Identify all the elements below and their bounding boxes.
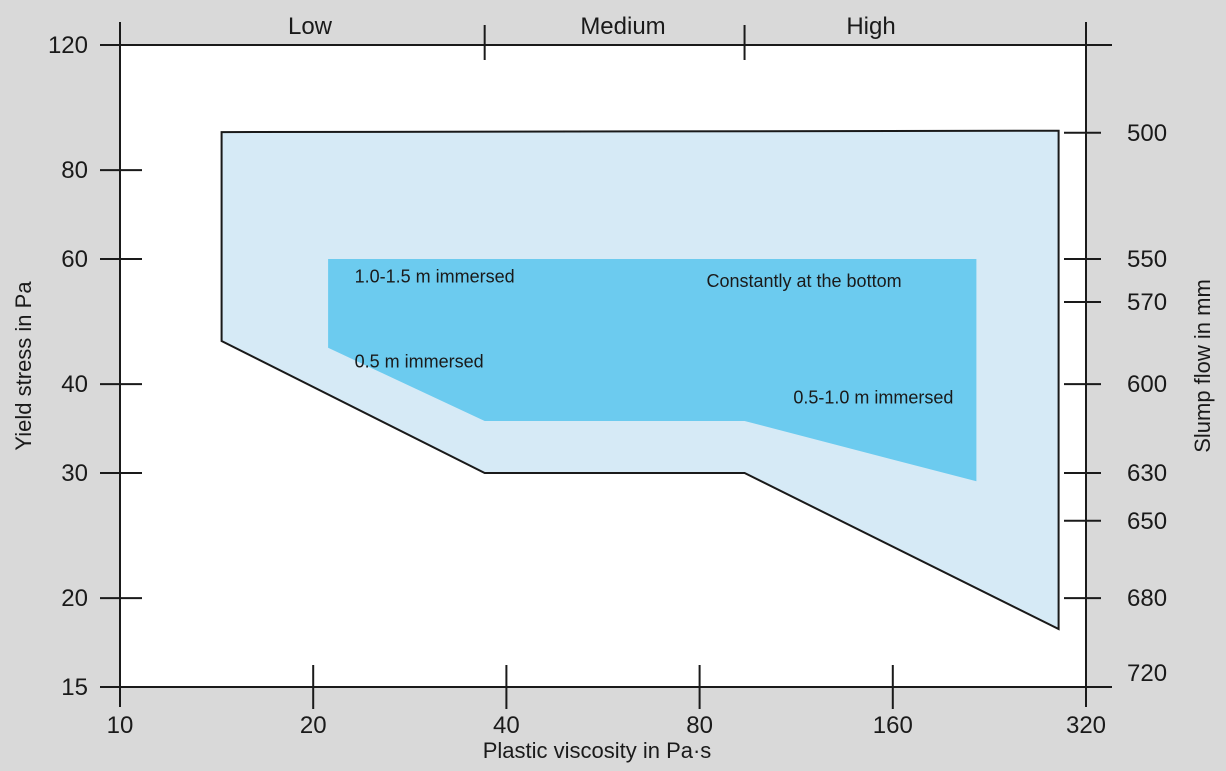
- x-tick-label: 40: [493, 712, 520, 739]
- y2-tick-label: 600: [1127, 371, 1167, 398]
- y2-tick-label: 570: [1127, 289, 1167, 316]
- y2-axis-title: Slump flow in mm: [1190, 279, 1215, 453]
- y2-tick-label: 550: [1127, 246, 1167, 273]
- y-tick-label: 80: [61, 157, 88, 184]
- axes-layer: [100, 22, 1112, 707]
- y-tick-label: 40: [61, 371, 88, 398]
- annotation-label: 1.0-1.5 m immersed: [355, 267, 515, 287]
- y2-tick-label: 500: [1127, 120, 1167, 147]
- y-tick-label: 60: [61, 246, 88, 273]
- x-tick-label: 80: [686, 712, 713, 739]
- y-tick-label: 20: [61, 585, 88, 612]
- y-tick-label: 30: [61, 460, 88, 487]
- y2-tick-label: 630: [1127, 460, 1167, 487]
- y-tick-label: 15: [61, 674, 88, 701]
- annotation-label: 0.5 m immersed: [355, 352, 484, 372]
- category-label-medium: Medium: [580, 13, 665, 40]
- ticks-layer: 10 20 40 80 160 320 15 20 30 40 60 80 120 500 550 570 60…: [48, 13, 1167, 739]
- labels-layer: 1.0-1.5 m immersed Constantly at the bott…: [355, 267, 954, 408]
- region-inner: [328, 259, 977, 482]
- y2-tick-label: 680: [1127, 585, 1167, 612]
- x-axis-title: Plastic viscosity in Pa·s: [483, 738, 712, 763]
- y-axis-title: Yield stress in Pa: [11, 281, 36, 451]
- regions-layer: [220, 129, 1060, 631]
- x-tick-label: 160: [873, 712, 913, 739]
- annotation-label: 0.5-1.0 m immersed: [793, 387, 953, 407]
- category-label-low: Low: [288, 13, 333, 40]
- y2-tick-label: 650: [1127, 508, 1167, 535]
- x-tick-label: 20: [300, 712, 327, 739]
- category-label-high: High: [846, 13, 895, 40]
- annotation-label: Constantly at the bottom: [706, 271, 901, 291]
- y2-tick-label: 720: [1127, 660, 1167, 687]
- x-tick-label: 10: [107, 712, 134, 739]
- x-tick-label: 320: [1066, 712, 1106, 739]
- y-tick-label: 120: [48, 32, 88, 59]
